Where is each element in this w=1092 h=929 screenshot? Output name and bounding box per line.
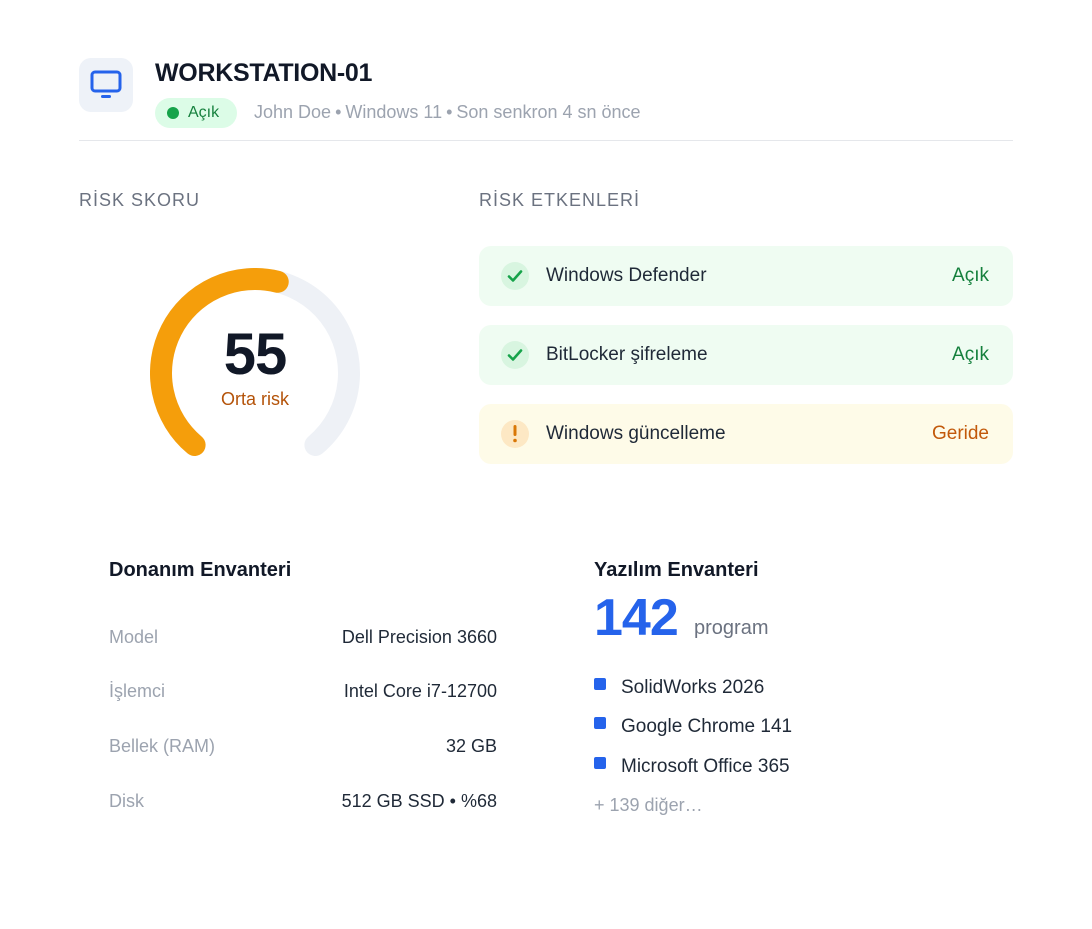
- hardware-key: İşlemci: [109, 681, 166, 701]
- hardware-key: Disk: [109, 791, 144, 811]
- software-list-item[interactable]: Google Chrome 141: [594, 715, 792, 739]
- bullet-icon: [594, 757, 606, 769]
- software-name: Google Chrome 141: [621, 716, 793, 737]
- software-name: SolidWorks 2026: [621, 677, 765, 698]
- hardware-value: Dell Precision 3660: [341, 627, 497, 647]
- hardware-row-model: Model Dell Precision 3660: [109, 627, 497, 651]
- gauge-fill: [150, 268, 289, 457]
- device-header: WORKSTATION-01 Açık John Doe • Windows 11 •…: [79, 58, 1013, 141]
- risk-factor-windows-update[interactable]: Windows güncelleme Geride: [479, 404, 1013, 464]
- software-inventory-title: Yazılım Envanteri: [594, 559, 759, 581]
- meta-separator: •: [446, 102, 453, 122]
- hardware-inventory-title: Donanım Envanteri: [109, 559, 292, 581]
- risk-factors-heading: RİSK ETKENLERİ: [479, 190, 641, 210]
- check-icon: [501, 262, 529, 290]
- meta-separator: •: [335, 102, 342, 122]
- software-count-unit: program: [694, 617, 769, 639]
- risk-score-value: 55: [223, 322, 288, 387]
- software-count: 142: [594, 589, 679, 647]
- exclamation-icon: [501, 420, 529, 448]
- hardware-row-ram: Bellek (RAM) 32 GB: [109, 736, 497, 760]
- software-name: Microsoft Office 365: [621, 756, 790, 777]
- device-meta: John Doe • Windows 11 • Son senkron 4 sn önc…: [254, 102, 641, 123]
- risk-factor-label: BitLocker şifreleme: [546, 344, 708, 365]
- risk-level-label: Orta risk: [220, 389, 289, 409]
- bullet-icon: [594, 678, 606, 690]
- risk-score-heading: RİSK SKORU: [79, 190, 201, 210]
- meta-os: Windows 11: [345, 102, 443, 122]
- hardware-row-cpu: İşlemci Intel Core i7-12700: [109, 681, 497, 705]
- status-dot-icon: [167, 107, 179, 119]
- hardware-value: 512 GB SSD • %68: [341, 791, 497, 811]
- risk-factor-bitlocker[interactable]: BitLocker şifreleme Açık: [479, 325, 1013, 385]
- device-title: WORKSTATION-01: [155, 59, 373, 87]
- meta-sync: Son senkron 4 sn önce: [456, 102, 641, 122]
- risk-factor-label: Windows güncelleme: [546, 423, 726, 444]
- risk-factor-defender[interactable]: Windows Defender Açık: [479, 246, 1013, 306]
- risk-factor-value: Açık: [952, 344, 989, 365]
- status-label: Açık: [188, 104, 220, 121]
- software-more-link[interactable]: + 139 diğer…: [594, 795, 703, 815]
- hardware-key: Bellek (RAM): [109, 736, 216, 756]
- risk-factor-value: Açık: [952, 265, 989, 286]
- hardware-key: Model: [109, 627, 159, 647]
- monitor-icon: [79, 58, 133, 112]
- status-badge: Açık: [155, 98, 238, 128]
- risk-gauge: 55 Orta risk: [150, 268, 362, 458]
- hardware-row-disk: Disk 512 GB SSD • %68: [109, 791, 497, 815]
- hardware-value: 32 GB: [445, 736, 497, 756]
- hardware-value: Intel Core i7-12700: [343, 681, 497, 701]
- risk-factor-label: Windows Defender: [546, 265, 707, 286]
- software-list-item[interactable]: SolidWorks 2026: [594, 676, 764, 700]
- bullet-icon: [594, 717, 606, 729]
- software-list-item[interactable]: Microsoft Office 365: [594, 755, 790, 779]
- meta-user: John Doe: [254, 102, 332, 122]
- risk-gauge-svg: [150, 268, 360, 457]
- risk-factor-value: Geride: [931, 423, 989, 444]
- check-icon: [501, 341, 529, 369]
